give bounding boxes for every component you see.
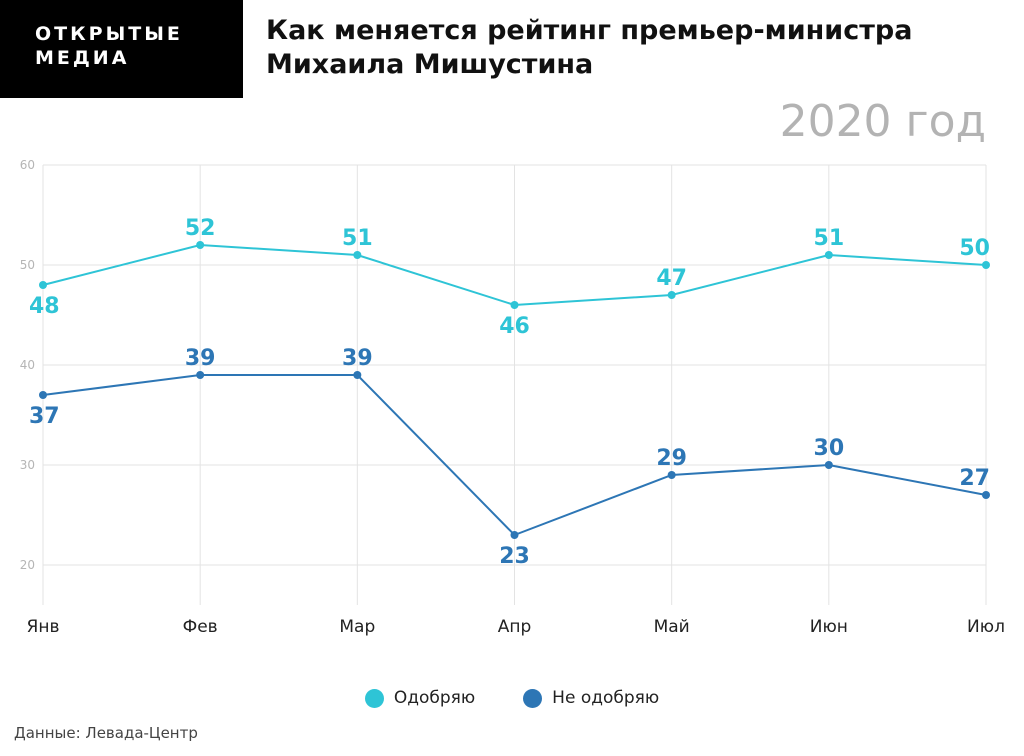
legend: Одобряю Не одобряю [0,688,1024,708]
chart-title: Как меняется рейтинг премьер-министра Ми… [266,15,913,80]
source-note: Данные: Левада-Центр [14,724,198,742]
y-tick-label: 50 [20,258,35,272]
x-tick-label: Июл [967,617,1005,637]
data-point [353,371,362,379]
data-label: 23 [499,544,530,569]
data-label: 52 [185,216,216,241]
data-label: 37 [29,404,60,429]
y-tick-label: 40 [20,358,35,372]
data-point [196,241,205,249]
data-point [667,291,676,299]
data-label: 30 [814,436,845,461]
data-point [353,251,362,259]
logo-line-1: ОТКРЫТЫЕ [35,23,183,45]
data-label: 50 [959,236,990,261]
data-label: 39 [185,346,216,371]
data-point [510,301,519,309]
data-label: 51 [814,226,845,251]
data-point [824,251,833,259]
data-point [982,261,990,269]
y-tick-label: 20 [20,558,35,572]
legend-label-disapprove: Не одобряю [552,688,660,708]
legend-item-disapprove: Не одобряю [523,688,659,708]
data-point [196,371,205,379]
x-tick-label: Фев [183,617,218,637]
data-label: 46 [499,314,530,339]
data-label: 51 [342,226,373,251]
data-point [39,281,47,289]
y-tick-label: 30 [20,458,35,472]
x-tick-label: Мар [339,617,375,637]
year-label: 2020 год [779,96,986,147]
x-tick-label: Апр [498,617,532,637]
data-label: 27 [959,466,990,491]
data-point [824,461,833,469]
legend-label-approve: Одобряю [393,688,476,708]
data-label: 48 [29,294,60,319]
data-point [982,491,990,499]
legend-item-approve: Одобряю [364,688,476,708]
data-label: 29 [656,446,687,471]
x-tick-label: Май [654,617,690,637]
data-label: 39 [342,346,373,371]
legend-swatch-disapprove [523,688,543,708]
data-point [667,471,676,479]
x-tick-label: Июн [810,617,848,637]
x-tick-label: Янв [27,617,60,637]
logo-line-2: МЕДИА [35,47,130,69]
legend-swatch-approve [364,688,384,708]
data-point [39,391,47,399]
data-label: 47 [656,266,687,291]
logo: ОТКРЫТЫЕ МЕДИА [0,0,243,98]
data-point [510,531,519,539]
y-tick-label: 60 [20,158,35,172]
